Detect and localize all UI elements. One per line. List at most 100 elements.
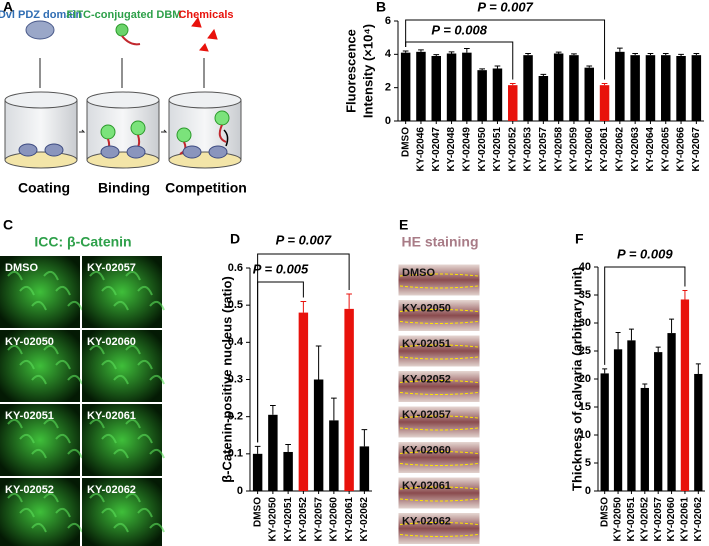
y-axis-label: Fluorescence <box>343 29 358 113</box>
bar <box>268 414 278 491</box>
image-label: KY-02057 <box>402 409 451 421</box>
bar <box>680 299 690 491</box>
y-tick-label: 0.4 <box>228 336 244 348</box>
error-bar <box>494 65 501 69</box>
micrograph <box>82 330 162 402</box>
cell-texture <box>67 448 83 459</box>
x-tick-label: KY-02052 <box>507 127 518 172</box>
error-bar <box>662 53 669 56</box>
bar <box>640 387 649 491</box>
x-tick-label: KY-02066 <box>676 127 687 172</box>
x-tick-label: KY-02061 <box>344 497 355 542</box>
error-bar <box>361 429 368 447</box>
trace-line <box>399 522 479 537</box>
x-tick-label: KY-02060 <box>329 497 340 542</box>
x-tick-label: KY-02061 <box>599 127 610 172</box>
error-bar <box>647 53 654 56</box>
bar <box>553 53 564 121</box>
panel-letter: F <box>575 231 584 247</box>
cell-texture <box>67 374 83 385</box>
schematic-label: Chemicals <box>178 9 233 21</box>
bar <box>676 56 686 121</box>
error-bar <box>270 405 276 415</box>
bar <box>492 68 503 121</box>
cell-texture <box>137 433 153 444</box>
cell-texture <box>89 418 105 429</box>
y-axis-label: β-Catenin-positive nucleus (ratio) <box>219 276 234 483</box>
error-bar <box>632 53 638 56</box>
error-bar <box>571 53 577 56</box>
error-bar <box>509 83 516 86</box>
trace-line <box>399 451 479 466</box>
p-value: P = 0.007 <box>276 232 332 247</box>
significance-bracket <box>604 266 686 365</box>
image-label: KY-02052 <box>5 484 54 496</box>
error-bar <box>418 49 424 52</box>
y-tick-label: 35 <box>579 289 591 301</box>
bar <box>477 70 487 121</box>
y-tick-label: 25 <box>579 345 591 357</box>
cell-texture <box>113 522 129 533</box>
cell-texture <box>55 433 71 444</box>
panel-title: HE staining <box>401 234 478 250</box>
cell-texture <box>67 522 83 533</box>
x-tick-label: KY-02062 <box>614 127 625 172</box>
error-bar <box>669 318 675 334</box>
error-bar <box>346 293 352 309</box>
error-bar <box>678 53 684 56</box>
cell-texture <box>137 507 153 518</box>
bar <box>298 312 309 491</box>
bar <box>462 52 472 121</box>
y-axis-label: Thickness of calvaria (arbitrary unit) <box>569 267 584 491</box>
image-label: KY-02062 <box>87 484 136 496</box>
bar <box>691 55 702 121</box>
image-label: KY-02062 <box>402 515 451 527</box>
cell-texture <box>55 359 71 370</box>
bar <box>283 451 293 491</box>
x-tick-label: KY-02049 <box>461 127 472 172</box>
cell-texture <box>7 270 23 281</box>
x-tick-label: KY-02053 <box>523 127 534 172</box>
histology-image <box>397 405 481 439</box>
image-label: KY-02051 <box>402 338 451 350</box>
cell-texture <box>137 359 153 370</box>
bar <box>446 53 457 121</box>
image-label: KY-02057 <box>87 262 136 274</box>
cell-texture <box>101 507 117 518</box>
step-label: Binding <box>98 180 150 196</box>
cell-texture <box>67 300 83 311</box>
x-tick-label: KY-02052 <box>639 497 650 542</box>
error-bar <box>617 47 623 52</box>
bar <box>654 352 663 491</box>
micrograph <box>0 330 80 402</box>
bar <box>523 55 533 121</box>
image-label: DMSO <box>402 267 435 279</box>
cell-texture <box>149 374 165 385</box>
histology-image <box>397 299 481 332</box>
cell-texture <box>113 374 129 385</box>
y-tick-label: 5 <box>585 457 591 469</box>
error-bar <box>586 65 593 68</box>
y-tick-label: 6 <box>385 15 391 27</box>
error-bar <box>601 83 608 86</box>
x-tick-label: KY-02051 <box>283 497 294 542</box>
bar <box>613 349 623 491</box>
p-value: P = 0.005 <box>253 261 309 276</box>
panel-letter: B <box>376 0 386 15</box>
error-bar <box>693 53 700 56</box>
error-bar <box>695 363 701 374</box>
error-bar <box>464 48 470 53</box>
cell-texture <box>43 270 59 281</box>
error-bar <box>315 345 322 380</box>
error-bar <box>448 51 455 54</box>
step-label: Coating <box>18 180 70 196</box>
cell-texture <box>113 300 129 311</box>
cell-texture <box>101 433 117 444</box>
y-tick-label: 0 <box>237 485 243 497</box>
trace-line <box>399 415 479 431</box>
cell-texture <box>137 285 153 296</box>
cell-texture <box>149 522 165 533</box>
trace-line <box>399 309 479 324</box>
schematic-drawing <box>4 16 242 169</box>
